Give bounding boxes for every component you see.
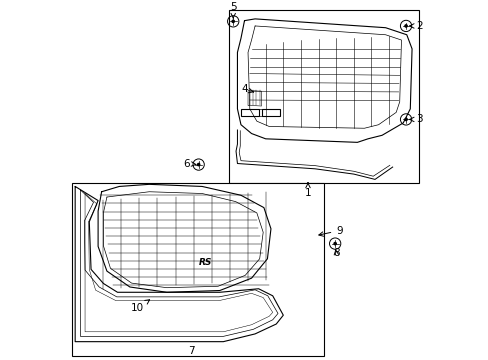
Text: 4: 4 [241,85,253,94]
Text: 6: 6 [183,158,196,168]
Text: 5: 5 [229,2,236,18]
Text: RS: RS [199,258,212,267]
Text: 8: 8 [332,248,339,258]
Text: 2: 2 [409,21,423,31]
Text: 1: 1 [304,183,311,198]
Circle shape [404,25,407,27]
Text: 7: 7 [188,346,195,356]
Text: 3: 3 [409,114,423,125]
Text: 9: 9 [318,226,342,236]
Circle shape [232,20,234,22]
Circle shape [404,118,407,121]
Bar [228,10,418,183]
Text: 10: 10 [131,300,149,313]
Bar [72,183,323,356]
Circle shape [333,243,336,245]
Circle shape [197,163,200,166]
